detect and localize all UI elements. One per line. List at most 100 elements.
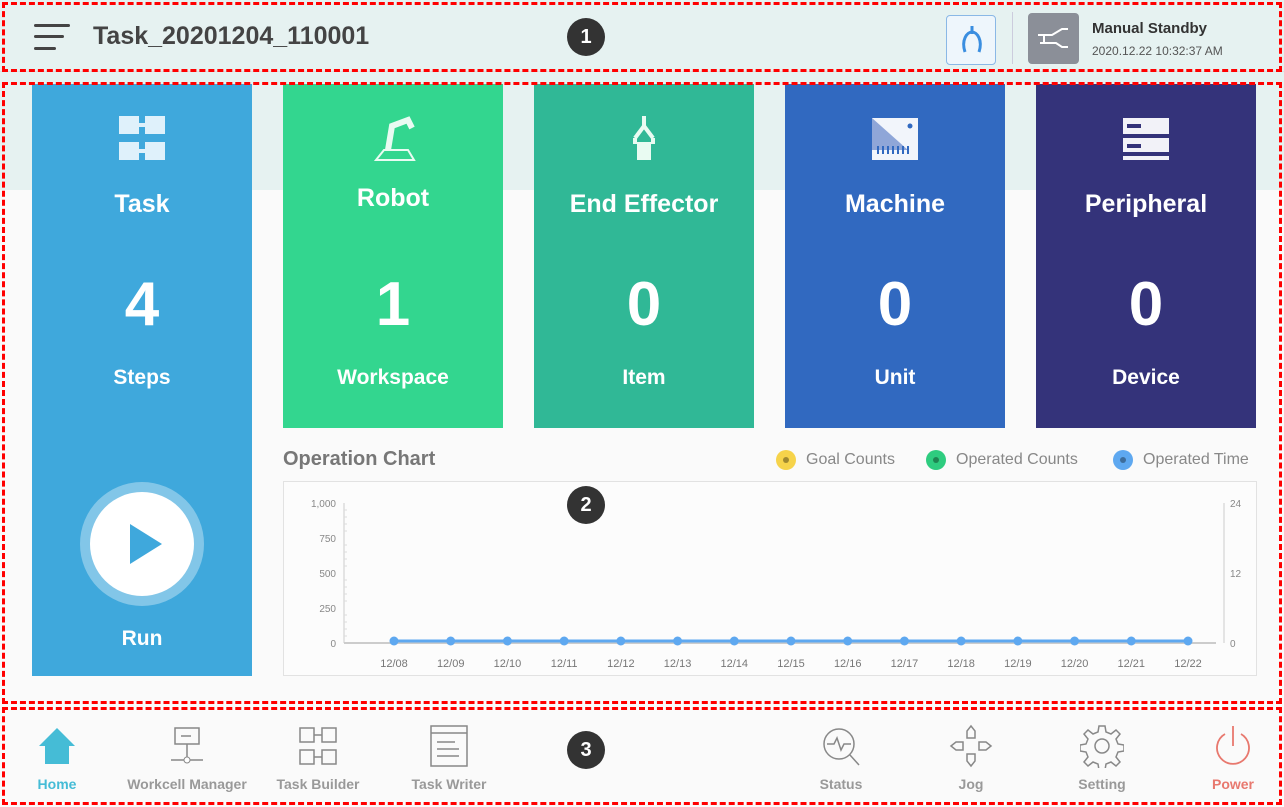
nav-task-builder[interactable]: Task Builder [253, 724, 383, 792]
machine-card[interactable]: Machine 0 Unit [785, 84, 1005, 428]
robot-card[interactable]: Robot 1 Workspace [283, 84, 503, 428]
y-right-tick-label: 24 [1230, 499, 1242, 510]
card-sub: Item [622, 366, 666, 389]
peripheral-card[interactable]: Peripheral 0 Device [1036, 84, 1256, 428]
x-tick-label: 12/21 [1118, 658, 1146, 670]
data-point [446, 636, 456, 646]
gripper-home-icon [962, 26, 982, 53]
x-tick-label: 12/18 [947, 658, 975, 670]
legend-goal-counts: Goal Counts [776, 450, 895, 470]
x-tick-label: 12/20 [1061, 658, 1089, 670]
operation-chart: 0 250 500 750 1,000 0 12 24 12/08 12/09 12/10 12/11… [283, 481, 1257, 676]
y-left-tick-label: 1,000 [311, 499, 336, 510]
data-point [956, 636, 966, 646]
manual-hand-icon [1028, 13, 1079, 64]
card-label: End Effector [569, 190, 719, 218]
card-label: Peripheral [1084, 190, 1208, 218]
data-point [1070, 636, 1080, 646]
y-left-tick-label: 250 [319, 604, 336, 615]
divider [1012, 12, 1013, 64]
data-point [1013, 636, 1023, 646]
gear-icon [1080, 725, 1124, 768]
nav-setting[interactable]: Setting [1037, 724, 1167, 792]
x-tick-label: 12/19 [1004, 658, 1032, 670]
chart-title: Operation Chart [283, 448, 436, 470]
nav-jog[interactable]: Jog [906, 724, 1036, 792]
status-icon [823, 728, 860, 766]
card-sub: Steps [113, 366, 171, 389]
gripper-icon [633, 116, 655, 160]
power-icon [1216, 726, 1250, 765]
legend-label: Operated Counts [956, 451, 1078, 468]
legend-operated-counts: Operated Counts [926, 450, 1078, 470]
play-icon [130, 524, 162, 564]
data-point [786, 636, 796, 646]
x-tick-label: 12/08 [380, 658, 408, 670]
data-point [729, 636, 739, 646]
nav-label: Task Builder [276, 776, 360, 792]
nav-home[interactable]: Home [0, 724, 122, 792]
y-right-tick-label: 12 [1230, 569, 1242, 580]
task-icon [119, 116, 165, 160]
y-left-tick-label: 0 [330, 639, 336, 650]
x-tick-label: 12/14 [721, 658, 749, 670]
robot-arm-icon [373, 116, 416, 161]
y-right-tick-label: 0 [1230, 639, 1236, 650]
x-tick-label: 12/12 [607, 658, 635, 670]
task-writer-icon [430, 725, 468, 767]
y-left-tick-label: 500 [319, 569, 336, 580]
bottom-nav: Home Workcell Manager Task Builder Task Wri… [0, 706, 1284, 807]
data-point [1183, 636, 1193, 646]
annotation-badge: 3 [567, 731, 605, 769]
nav-label: Home [37, 776, 77, 792]
x-tick-label: 12/13 [664, 658, 692, 670]
data-point [616, 636, 626, 646]
nav-label: Task Writer [411, 776, 487, 792]
nav-workcell-manager[interactable]: Workcell Manager [122, 724, 252, 792]
workcell-icon [171, 727, 203, 764]
end-effector-card[interactable]: End Effector 0 Item [534, 84, 754, 428]
card-label: Robot [356, 184, 430, 212]
card-value: 1 [375, 270, 411, 339]
data-point [502, 636, 512, 646]
mode-status: Manual Standby [1092, 20, 1208, 37]
data-point [389, 636, 399, 646]
x-tick-label: 12/22 [1174, 658, 1202, 670]
run-label: Run [121, 627, 163, 650]
nav-power[interactable]: Power [1168, 724, 1284, 792]
nav-status[interactable]: Status [776, 724, 906, 792]
legend-operated-time: Operated Time [1113, 450, 1249, 470]
data-point [843, 636, 853, 646]
nav-label: Jog [958, 776, 984, 792]
card-sub: Workspace [337, 366, 449, 389]
nav-task-writer[interactable]: Task Writer [384, 724, 514, 792]
x-tick-label: 12/16 [834, 658, 862, 670]
card-value: 4 [124, 270, 160, 339]
top-bar: Task_20201204_110001 Manual Standby 2020… [0, 0, 1284, 72]
card-sub: Device [1112, 366, 1180, 389]
jog-icon [949, 724, 993, 768]
x-tick-label: 12/15 [777, 658, 805, 670]
legend-label: Operated Time [1143, 451, 1249, 468]
card-sub: Unit [874, 366, 916, 389]
datetime: 2020.12.22 10:32:37 AM [1092, 44, 1223, 58]
x-tick-label: 12/17 [891, 658, 919, 670]
task-title: Task_20201204_110001 [93, 22, 370, 50]
machine-icon [872, 118, 918, 160]
annotation-badge: 2 [567, 486, 605, 524]
task-builder-icon [299, 727, 337, 765]
card-label: Machine [844, 190, 946, 218]
robot-home-button[interactable] [946, 15, 996, 65]
menu-icon[interactable] [34, 22, 70, 52]
run-button[interactable] [80, 482, 204, 606]
legend-label: Goal Counts [806, 451, 895, 468]
nav-label: Power [1211, 776, 1254, 792]
card-value: 0 [1128, 270, 1164, 339]
data-point [673, 636, 683, 646]
annotation-badge: 1 [567, 18, 605, 56]
y-left-tick-label: 750 [319, 534, 336, 545]
card-value: 0 [626, 270, 662, 339]
x-tick-label: 12/09 [437, 658, 465, 670]
task-card[interactable]: Task 4 Steps Run [32, 84, 252, 676]
data-point [559, 636, 569, 646]
